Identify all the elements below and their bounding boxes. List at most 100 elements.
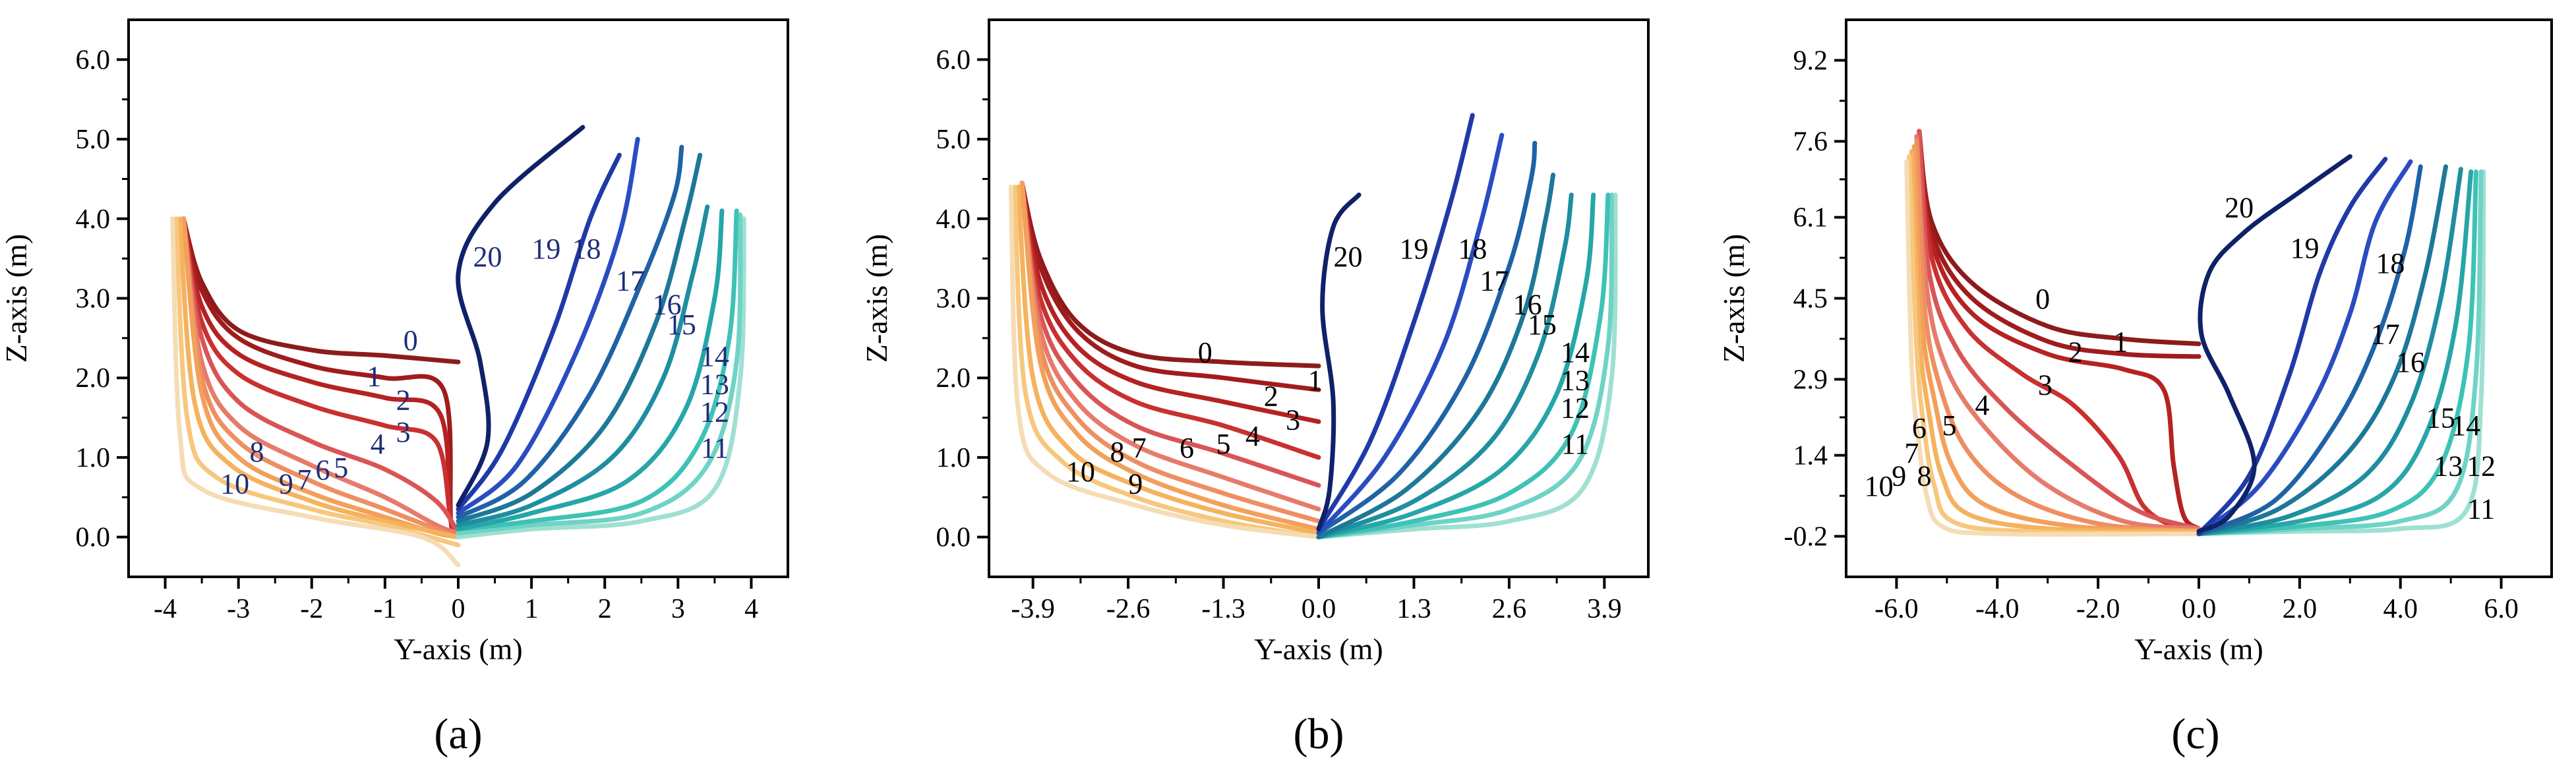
panel-1-curves [170, 125, 746, 568]
x-tick-label: -1.3 [1201, 594, 1245, 624]
curve-label-8: 8 [1110, 436, 1124, 468]
curve-label-14: 14 [700, 340, 729, 372]
curve-11 [1316, 192, 1618, 540]
x-tick-label: 2 [598, 594, 612, 624]
y-tick-label: 0.0 [76, 523, 111, 553]
x-tick-label: -3.9 [1011, 594, 1055, 624]
curve-label-16: 16 [1513, 289, 1542, 321]
curve-label-6: 6 [1180, 432, 1194, 464]
curve-label-12: 12 [1561, 392, 1590, 425]
curve-label-11: 11 [701, 432, 729, 464]
curve-7 [1911, 144, 2202, 534]
curve-11 [456, 216, 746, 540]
curve-19 [2196, 156, 2388, 537]
curve-label-11: 11 [1561, 428, 1589, 460]
curve-label-20: 20 [2225, 192, 2254, 224]
curve-20 [456, 125, 585, 508]
curve-0 [1019, 181, 1321, 369]
curve-label-13: 13 [1561, 364, 1590, 396]
curve-18 [2196, 159, 2413, 537]
curve-5 [1914, 134, 2202, 531]
curve-label-3: 3 [1286, 404, 1300, 436]
curve-label-5: 5 [334, 452, 348, 484]
curve-label-1: 1 [2114, 326, 2128, 358]
curve-17 [2196, 164, 2423, 537]
y-tick-label: 1.4 [1793, 441, 1828, 471]
curve-label-19: 19 [531, 233, 560, 265]
curve-13 [2196, 169, 2478, 537]
curve-label-10: 10 [1066, 456, 1095, 488]
curve-label-17: 17 [1480, 264, 1509, 297]
curve-label-16: 16 [653, 289, 682, 321]
x-tick-label: -2 [300, 594, 323, 624]
curve-10 [1904, 159, 2202, 537]
curve-label-9: 9 [279, 467, 293, 500]
y-tick-label: 7.6 [1793, 127, 1828, 157]
panel-label: (a) [434, 710, 482, 758]
x-tick-label: 3.9 [1587, 594, 1622, 624]
curve-20 [2196, 154, 2352, 534]
curve-label-15: 15 [2426, 401, 2455, 434]
curve-label-9: 9 [1892, 460, 1906, 492]
curve-label-19: 19 [2291, 232, 2320, 264]
curve-label-13: 13 [2434, 450, 2463, 482]
x-tick-label: 0.0 [1302, 594, 1336, 624]
curve-label-10: 10 [220, 467, 249, 500]
curve-label-7: 7 [297, 463, 312, 496]
curve-label-3: 3 [396, 416, 411, 448]
x-tick-label: 1 [525, 594, 539, 624]
y-tick-label: -0.2 [1784, 522, 1828, 552]
x-tick-label: -3 [227, 594, 250, 624]
curve-label-12: 12 [700, 396, 729, 429]
curve-6 [1914, 138, 2202, 534]
curve-8 [1015, 185, 1321, 536]
curve-label-15: 15 [667, 309, 696, 341]
curve-2 [1019, 181, 1321, 425]
curve-label-3: 3 [2038, 369, 2052, 401]
curve-label-12: 12 [2467, 450, 2496, 482]
curve-16 [2196, 164, 2448, 537]
curve-13 [1316, 192, 1611, 540]
x-tick-label: 6.0 [2484, 594, 2519, 624]
x-tick-label: -1 [373, 594, 396, 624]
x-axis-title: Y-axis (m) [394, 632, 522, 666]
y-tick-label: 4.0 [76, 204, 111, 235]
curve-15 [1316, 192, 1574, 540]
curve-4 [1917, 129, 2202, 531]
x-axis-title: Y-axis (m) [2134, 632, 2263, 666]
x-tick-label: 1.3 [1396, 594, 1431, 624]
curve-label-2: 2 [396, 384, 411, 417]
y-axis-title: Z-axis (m) [1717, 234, 1751, 363]
y-tick-label: 1.0 [76, 443, 111, 473]
y-tick-label: 9.2 [1793, 45, 1828, 76]
y-tick-label: 0.0 [936, 523, 971, 553]
y-tick-label: 6.0 [936, 45, 971, 75]
x-tick-label: -6.0 [1874, 594, 1919, 624]
curve-15 [2196, 167, 2463, 537]
y-tick-label: 3.0 [936, 284, 971, 314]
curve-19 [1316, 113, 1475, 532]
curve-label-18: 18 [1458, 233, 1487, 265]
panel-label: (b) [1294, 710, 1344, 758]
x-tick-label: 2.0 [2283, 594, 2318, 624]
curve-label-18: 18 [572, 233, 601, 265]
curve-0 [1917, 129, 2202, 347]
x-tick-label: -4.0 [1975, 594, 2020, 624]
y-tick-label: 1.0 [936, 443, 971, 473]
curve-label-5: 5 [1942, 409, 1957, 442]
curve-label-17: 17 [2371, 318, 2400, 351]
y-tick-label: 2.0 [76, 363, 111, 394]
y-tick-label: 5.0 [76, 125, 111, 155]
curve-2 [1917, 129, 2202, 531]
curve-19 [456, 152, 622, 512]
y-tick-label: 6.1 [1793, 203, 1828, 233]
curve-14 [2196, 169, 2474, 537]
curve-label-10: 10 [1865, 470, 1894, 502]
x-tick-label: 3 [671, 594, 685, 624]
curve-label-20: 20 [473, 241, 502, 273]
y-tick-label: 2.9 [1793, 365, 1828, 395]
curve-label-20: 20 [1333, 241, 1362, 273]
